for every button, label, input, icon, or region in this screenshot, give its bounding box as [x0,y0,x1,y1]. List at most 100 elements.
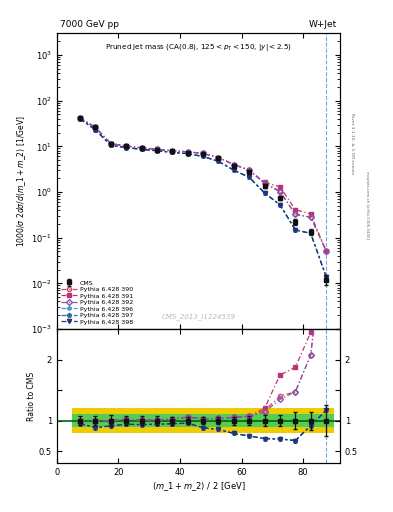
Pythia 6.428 391 [277,184,282,190]
Pythia 6.428 397 [124,144,129,151]
Pythia 6.428 391 [78,115,83,121]
Pythia 6.428 390 [201,151,206,157]
Pythia 6.428 397 [262,190,267,196]
Pythia 6.428 390 [78,115,83,121]
Pythia 6.428 396 [262,190,267,196]
Text: CMS_2013_I1224539: CMS_2013_I1224539 [162,313,235,320]
Pythia 6.428 398 [124,144,129,151]
Pythia 6.428 397 [309,230,313,237]
Pythia 6.428 390 [216,155,221,161]
Pythia 6.428 391 [293,206,298,212]
Pythia 6.428 390 [262,180,267,186]
Pythia 6.428 392 [262,180,267,186]
Pythia 6.428 396 [216,158,221,164]
Pythia 6.428 397 [185,151,190,157]
Pythia 6.428 392 [309,214,313,220]
Pythia 6.428 390 [185,148,190,155]
Pythia 6.428 391 [201,151,206,157]
Pythia 6.428 397 [216,158,221,164]
Pythia 6.428 392 [139,145,144,151]
Y-axis label: Ratio to CMS: Ratio to CMS [27,372,36,421]
Pythia 6.428 396 [324,273,329,280]
Pythia 6.428 391 [231,161,236,167]
Pythia 6.428 396 [185,151,190,157]
Text: W+Jet: W+Jet [309,20,337,29]
X-axis label: $(m\_1 + m\_2)\ /\ 2\ \rm{[GeV]}$: $(m\_1 + m\_2)\ /\ 2\ \rm{[GeV]}$ [152,480,245,493]
Pythia 6.428 390 [277,188,282,194]
Pythia 6.428 391 [124,143,129,149]
Text: 7000 GeV pp: 7000 GeV pp [60,20,119,29]
Text: Pruned jet mass (CA(0.8), 125$<p_{\rm T}<$150, $|y|<$2.5): Pruned jet mass (CA(0.8), 125$<p_{\rm T}… [105,42,292,53]
Pythia 6.428 390 [124,143,129,149]
Pythia 6.428 392 [185,148,190,155]
Pythia 6.428 396 [93,127,98,133]
Pythia 6.428 391 [247,167,252,173]
Pythia 6.428 397 [170,150,174,156]
Pythia 6.428 398 [139,146,144,153]
Pythia 6.428 392 [231,161,236,167]
Pythia 6.428 396 [78,116,83,122]
Pythia 6.428 396 [277,202,282,208]
Pythia 6.428 390 [293,211,298,218]
Line: Pythia 6.428 396: Pythia 6.428 396 [78,117,328,279]
Pythia 6.428 396 [231,167,236,173]
Pythia 6.428 398 [108,142,113,148]
Pythia 6.428 390 [231,161,236,167]
Pythia 6.428 391 [185,148,190,155]
Pythia 6.428 398 [231,167,236,173]
Pythia 6.428 398 [78,116,83,122]
Pythia 6.428 391 [170,148,174,154]
Pythia 6.428 391 [93,124,98,131]
Pythia 6.428 392 [93,124,98,131]
Pythia 6.428 391 [154,146,159,153]
Pythia 6.428 392 [108,140,113,146]
Pythia 6.428 390 [154,146,159,153]
Pythia 6.428 390 [247,167,252,173]
Pythia 6.428 397 [154,148,159,154]
Pythia 6.428 397 [78,116,83,122]
Pythia 6.428 398 [293,227,298,233]
Pythia 6.428 398 [262,190,267,196]
Pythia 6.428 398 [309,230,313,237]
Pythia 6.428 396 [154,148,159,154]
Pythia 6.428 392 [216,155,221,161]
Pythia 6.428 392 [277,189,282,195]
Pythia 6.428 390 [93,124,98,131]
Pythia 6.428 398 [154,148,159,154]
Pythia 6.428 390 [108,140,113,146]
Line: Pythia 6.428 397: Pythia 6.428 397 [78,117,328,279]
Pythia 6.428 392 [124,143,129,149]
Pythia 6.428 397 [247,174,252,180]
Pythia 6.428 392 [78,115,83,121]
Line: Pythia 6.428 390: Pythia 6.428 390 [78,116,328,253]
Pythia 6.428 398 [170,150,174,156]
Pythia 6.428 391 [324,248,329,254]
Pythia 6.428 397 [293,227,298,233]
Text: Rivet 3.1.10, ≥ 3.1M events: Rivet 3.1.10, ≥ 3.1M events [350,113,354,174]
Y-axis label: $1000/\sigma\ 2d\sigma/d(m\_1 + m\_2)\ \rm{[1/GeV]}$: $1000/\sigma\ 2d\sigma/d(m\_1 + m\_2)\ \… [16,115,28,247]
Pythia 6.428 396 [247,174,252,180]
Pythia 6.428 392 [154,146,159,153]
Pythia 6.428 397 [93,127,98,133]
Pythia 6.428 391 [216,155,221,161]
Pythia 6.428 397 [108,142,113,148]
Text: mcplots.cern.ch [arXiv:1306.3436]: mcplots.cern.ch [arXiv:1306.3436] [365,171,369,239]
Pythia 6.428 396 [139,146,144,153]
Pythia 6.428 391 [108,140,113,146]
Pythia 6.428 396 [309,230,313,237]
Pythia 6.428 397 [324,273,329,280]
Pythia 6.428 391 [309,211,313,217]
Line: Pythia 6.428 391: Pythia 6.428 391 [78,116,328,253]
Pythia 6.428 392 [324,248,329,254]
Pythia 6.428 397 [231,167,236,173]
Pythia 6.428 391 [262,179,267,185]
Pythia 6.428 397 [201,154,206,160]
Pythia 6.428 398 [216,158,221,164]
Pythia 6.428 398 [185,151,190,157]
Pythia 6.428 392 [170,148,174,154]
Pythia 6.428 391 [139,145,144,151]
Pythia 6.428 397 [277,202,282,208]
Pythia 6.428 398 [93,127,98,133]
Pythia 6.428 390 [170,148,174,154]
Legend: CMS, Pythia 6.428 390, Pythia 6.428 391, Pythia 6.428 392, Pythia 6.428 396, Pyt: CMS, Pythia 6.428 390, Pythia 6.428 391,… [59,279,135,327]
